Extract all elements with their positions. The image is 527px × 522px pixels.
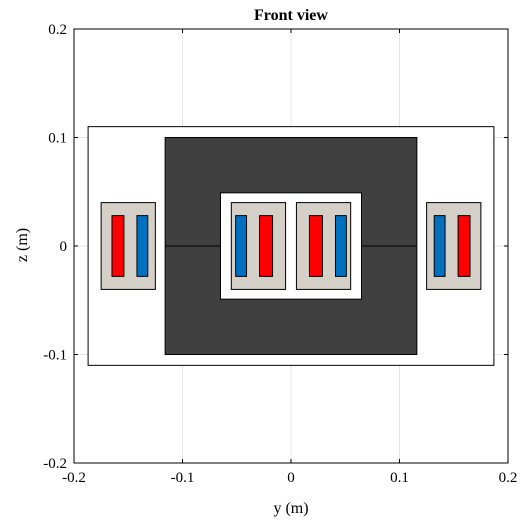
conductor-red	[308, 215, 323, 277]
x-tick-label: 0	[287, 470, 295, 486]
plot-title: Front view	[254, 7, 328, 24]
diagram-shapes	[87, 126, 495, 366]
conductor-blue	[334, 215, 347, 277]
x-tick-label: 0.2	[499, 470, 518, 486]
x-tick-label: 0.1	[390, 470, 409, 486]
y-tick-label: 0.2	[48, 22, 67, 38]
y-axis-label: z (m)	[14, 228, 31, 262]
y-tick-label: -0.1	[43, 348, 67, 364]
conductor-red	[457, 215, 471, 277]
y-tick-label: 0.1	[48, 131, 67, 147]
axis-ticks: -0.2 -0.1 0 0.1 0.2 -0.2 -0.1 0 0.1 0.2	[43, 22, 517, 486]
conductor-red	[259, 215, 274, 277]
y-tick-label: -0.2	[43, 456, 67, 472]
x-tick-label: -0.1	[171, 470, 195, 486]
conductor-red	[111, 215, 125, 277]
conductor-blue	[433, 215, 446, 277]
x-axis-label: y (m)	[273, 500, 308, 517]
y-tick-label: 0	[60, 239, 68, 255]
conductor-blue	[235, 215, 248, 277]
x-tick-label: -0.2	[62, 470, 86, 486]
conductor-blue	[136, 215, 149, 277]
